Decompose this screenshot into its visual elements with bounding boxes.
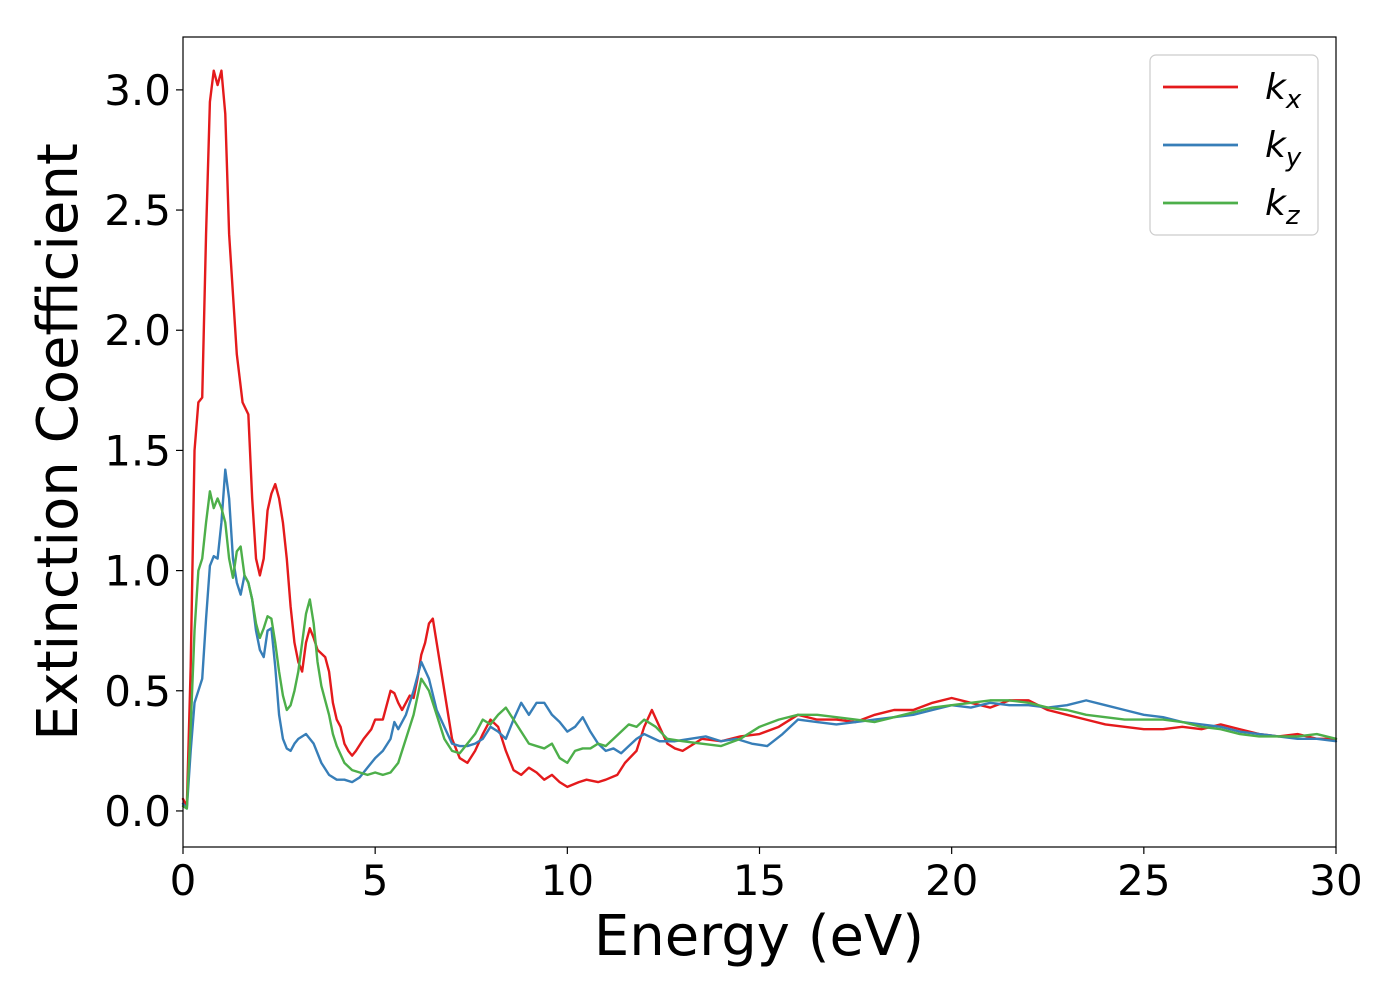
series-layer [181,69,1338,810]
y-tick-label: 3.0 [104,66,171,115]
y-tick-label: 1.0 [104,547,171,596]
legend-symbol: k [1265,125,1288,166]
legend-subscript: x [1285,85,1302,115]
legend-symbol: k [1265,67,1288,108]
x-axis-ticks: 0 5 10 15 20 25 30 [170,847,1363,905]
legend-subscript: z [1285,201,1301,231]
legend-subscript: y [1285,143,1302,173]
y-axis-title: Extinction Coefficient [26,143,91,741]
x-tick-label: 0 [170,856,197,905]
y-tick-label: 0.0 [104,787,171,836]
legend-symbol: k [1265,183,1288,224]
y-axis-ticks: 0.0 0.5 1.0 1.5 2.0 2.5 3.0 [104,66,183,836]
legend-label-kz: kz [1265,183,1301,231]
y-tick-label: 2.0 [104,306,171,355]
x-tick-label: 25 [1117,856,1170,905]
x-tick-label: 15 [733,856,786,905]
y-tick-label: 2.5 [104,186,171,235]
legend-label-ky: ky [1265,125,1302,173]
series-line-kx [181,69,1338,808]
x-tick-label: 5 [362,856,389,905]
series-line-kz [181,490,1338,810]
y-tick-label: 1.5 [104,426,171,475]
series-line-ky [181,468,1338,810]
x-tick-label: 20 [925,856,978,905]
x-tick-label: 30 [1309,856,1362,905]
y-tick-label: 0.5 [104,667,171,716]
legend-label-kx: kx [1265,67,1302,115]
x-axis-title: Energy (eV) [594,904,924,969]
x-tick-label: 10 [541,856,594,905]
